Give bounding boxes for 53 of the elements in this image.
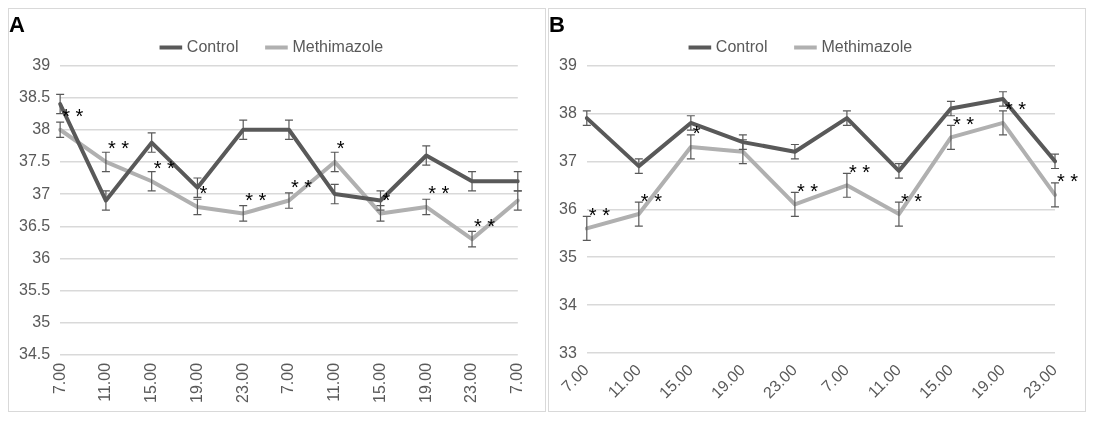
y-tick-label: 35.5 xyxy=(19,281,51,299)
x-tick-label: 7.00 xyxy=(557,361,593,396)
annotation: * * xyxy=(848,160,871,183)
annotation: * * xyxy=(245,188,267,211)
y-tick-label: 37 xyxy=(32,184,51,202)
y-tick-label: 35 xyxy=(32,313,51,331)
x-tick-label: 23.00 xyxy=(233,362,251,404)
annotation: * * xyxy=(107,137,130,160)
legend-label: Methimazole xyxy=(821,37,913,55)
annotation: * * xyxy=(952,112,975,135)
x-tick-label: 7.00 xyxy=(818,361,853,396)
y-tick-label: 36.5 xyxy=(19,216,51,234)
legend-label: Methimazole xyxy=(292,37,384,55)
y-tick-label: 38.5 xyxy=(19,87,51,105)
y-tick-label: 35 xyxy=(559,247,577,265)
chart-title: A xyxy=(9,12,25,38)
y-tick-label: 39 xyxy=(559,55,577,73)
x-tick-label: 19.00 xyxy=(187,362,205,404)
x-tick-label: 11.00 xyxy=(325,362,343,402)
annotation: * * xyxy=(640,189,663,212)
annotation: * * xyxy=(474,214,496,237)
text: * * xyxy=(1057,170,1079,193)
y-tick-label: 38 xyxy=(559,103,577,121)
annotation: * xyxy=(336,137,345,160)
y-tick-label: 34.5 xyxy=(19,345,51,363)
x-tick-label: 23.00 xyxy=(462,362,480,404)
x-tick-label: 7.00 xyxy=(279,362,297,395)
y-tick-label: 39 xyxy=(32,55,51,73)
y-tick-label: 37 xyxy=(559,151,577,169)
annotation: * * xyxy=(290,176,313,199)
annotation: * xyxy=(692,122,701,145)
annotation: * xyxy=(199,182,208,205)
chart-title: B xyxy=(549,12,565,38)
y-tick-label: 36 xyxy=(32,248,51,266)
annotation: * xyxy=(382,188,391,211)
annotation: * * xyxy=(796,179,819,202)
y-tick-label: 37.5 xyxy=(19,152,51,170)
x-tick-label: 15.00 xyxy=(142,362,160,404)
y-tick-label: 33 xyxy=(559,343,577,361)
annotation: * * xyxy=(153,156,176,179)
x-tick-label: 11.00 xyxy=(96,362,114,402)
annotation: * * xyxy=(428,182,450,205)
annotation: * * xyxy=(588,203,611,226)
legend-label: Control xyxy=(715,37,768,55)
x-tick-label: 7.00 xyxy=(508,362,526,395)
x-tick-label: 7.00 xyxy=(50,362,68,395)
x-tick-label: 15.00 xyxy=(370,362,388,404)
y-tick-label: 36 xyxy=(559,199,577,217)
y-tick-label: 38 xyxy=(32,120,51,138)
x-tick-label: 19.00 xyxy=(416,362,434,404)
y-tick-label: 34 xyxy=(559,295,577,313)
annotation: * * xyxy=(900,189,923,212)
legend-label: Control xyxy=(186,37,239,55)
